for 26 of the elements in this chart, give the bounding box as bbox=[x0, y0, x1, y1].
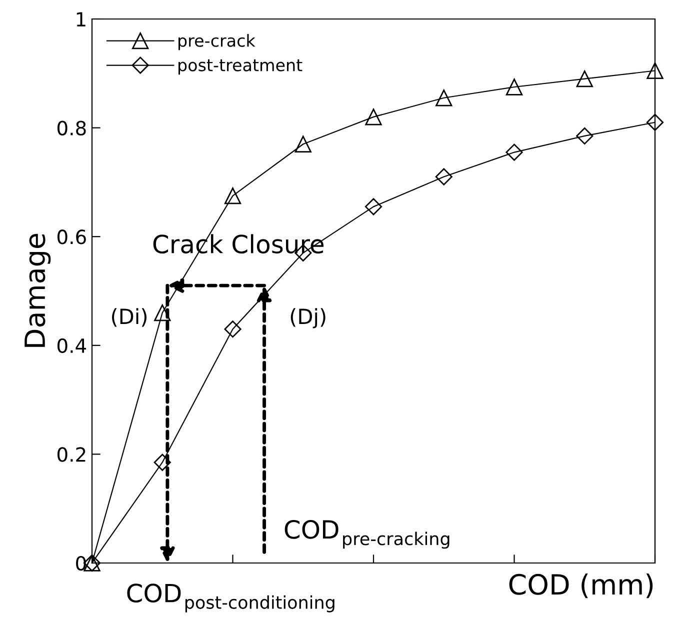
point bbox=[576, 70, 593, 88]
point bbox=[506, 144, 523, 161]
point bbox=[224, 320, 242, 338]
x-axis-title: COD (mm) bbox=[509, 573, 653, 598]
y-tick-label: 0.2 bbox=[58, 447, 86, 462]
point bbox=[646, 114, 664, 131]
legend-label: post-treatment bbox=[178, 59, 302, 75]
point bbox=[365, 108, 382, 126]
point bbox=[294, 136, 312, 152]
y-tick-label: 0.4 bbox=[58, 338, 86, 354]
annotation: (Di) bbox=[112, 308, 147, 327]
y-tick-label: 0.8 bbox=[58, 120, 86, 136]
point bbox=[154, 304, 171, 322]
point bbox=[364, 198, 382, 216]
y-axis-title: Damage bbox=[24, 234, 51, 347]
point bbox=[646, 62, 664, 80]
point bbox=[435, 168, 452, 186]
legend-label: pre-crack bbox=[178, 34, 256, 50]
point bbox=[506, 78, 523, 96]
y-tick-label: 1 bbox=[76, 12, 86, 26]
point bbox=[224, 187, 242, 204]
point bbox=[576, 127, 594, 145]
y-tick-label: 0.6 bbox=[58, 230, 86, 244]
point bbox=[436, 90, 452, 106]
annotation: (Dj) bbox=[290, 308, 326, 328]
point bbox=[154, 454, 171, 471]
